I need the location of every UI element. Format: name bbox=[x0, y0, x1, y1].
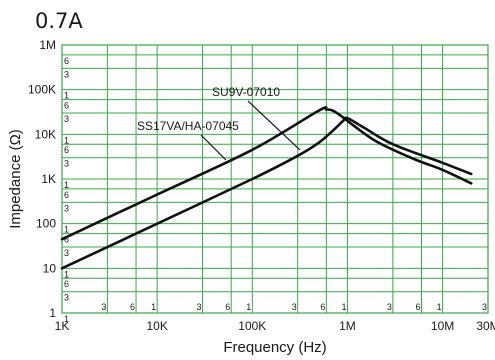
x-minor-tick-label: 1 bbox=[437, 302, 442, 312]
y-tick-label: 1M bbox=[39, 38, 56, 52]
y-tick-label: 1K bbox=[41, 172, 56, 186]
x-tick-label: 10M bbox=[431, 319, 454, 333]
y-minor-tick-label: 3 bbox=[64, 159, 69, 169]
y-minor-tick-label: 3 bbox=[64, 203, 69, 213]
y-minor-tick-label: 1 bbox=[64, 314, 69, 324]
y-axis-label: Impedance (Ω) bbox=[7, 129, 24, 229]
x-minor-tick-label: 1 bbox=[341, 302, 346, 312]
x-axis-label: Frequency (Hz) bbox=[223, 339, 326, 356]
y-minor-tick-label: 1 bbox=[64, 269, 69, 279]
series-curves bbox=[60, 106, 473, 270]
y-minor-tick-label: 6 bbox=[64, 279, 69, 289]
y-minor-tick-label: 1 bbox=[64, 91, 69, 101]
y-minor-tick-label: 1 bbox=[64, 180, 69, 190]
x-tick-label: 100K bbox=[238, 319, 266, 333]
x-minor-tick-label: 3 bbox=[387, 302, 392, 312]
y-minor-tick-label: 3 bbox=[64, 248, 69, 258]
y-minor-tick-label: 1 bbox=[64, 135, 69, 145]
y-minor-tick-label: 6 bbox=[64, 56, 69, 66]
x-minor-tick-label: 3 bbox=[292, 302, 297, 312]
annotation-label: SU9V-07010 bbox=[212, 85, 280, 99]
major-tick-labels: 1 10 100 1K 10K 100K 1M 1K 10K 100K 1M 10M 30M bbox=[28, 38, 495, 333]
y-minor-tick-label: 6 bbox=[64, 235, 69, 245]
series-line-2 bbox=[60, 116, 473, 270]
y-minor-tick-label: 3 bbox=[64, 293, 69, 303]
y-tick-label: 100K bbox=[28, 83, 56, 97]
plot-frame bbox=[61, 44, 489, 314]
x-tick-label: 1K bbox=[55, 319, 70, 333]
grid-lines bbox=[62, 45, 488, 313]
annotation-leader-line bbox=[247, 100, 301, 151]
x-minor-tick-label: 3 bbox=[101, 302, 106, 312]
annotation-leader-line bbox=[200, 134, 227, 161]
y-minor-tick-label: 3 bbox=[64, 114, 69, 124]
y-minor-tick-label: 6 bbox=[64, 101, 69, 111]
y-minor-tick-label: 6 bbox=[64, 190, 69, 200]
y-minor-tick-label: 3 bbox=[64, 69, 69, 79]
x-minor-tick-label: 3 bbox=[197, 302, 202, 312]
x-minor-tick-label: 3 bbox=[482, 302, 487, 312]
x-tick-label: 10K bbox=[146, 319, 167, 333]
y-tick-label: 10 bbox=[43, 261, 57, 275]
x-minor-tick-label: 6 bbox=[225, 302, 230, 312]
y-minor-tick-label: 1 bbox=[64, 225, 69, 235]
series-line-1 bbox=[60, 106, 473, 241]
x-tick-label: 1M bbox=[339, 319, 356, 333]
x-minor-tick-label: 6 bbox=[320, 302, 325, 312]
chart-title: 0.7A bbox=[35, 9, 83, 33]
y-tick-label: 1 bbox=[49, 306, 56, 320]
y-minor-tick-label: 6 bbox=[64, 145, 69, 155]
x-tick-label: 30M bbox=[476, 319, 495, 333]
curve-annotations: SU9V-07010 SS17VA/HA-07045 bbox=[137, 85, 301, 161]
y-tick-label: 100 bbox=[36, 217, 56, 231]
annotation-label: SS17VA/HA-07045 bbox=[137, 119, 239, 133]
x-minor-tick-label: 6 bbox=[130, 302, 135, 312]
x-minor-tick-label: 6 bbox=[415, 302, 420, 312]
y-tick-label: 10K bbox=[35, 127, 56, 141]
x-minor-tick-label: 1 bbox=[246, 302, 251, 312]
x-minor-tick-label: 1 bbox=[151, 302, 156, 312]
